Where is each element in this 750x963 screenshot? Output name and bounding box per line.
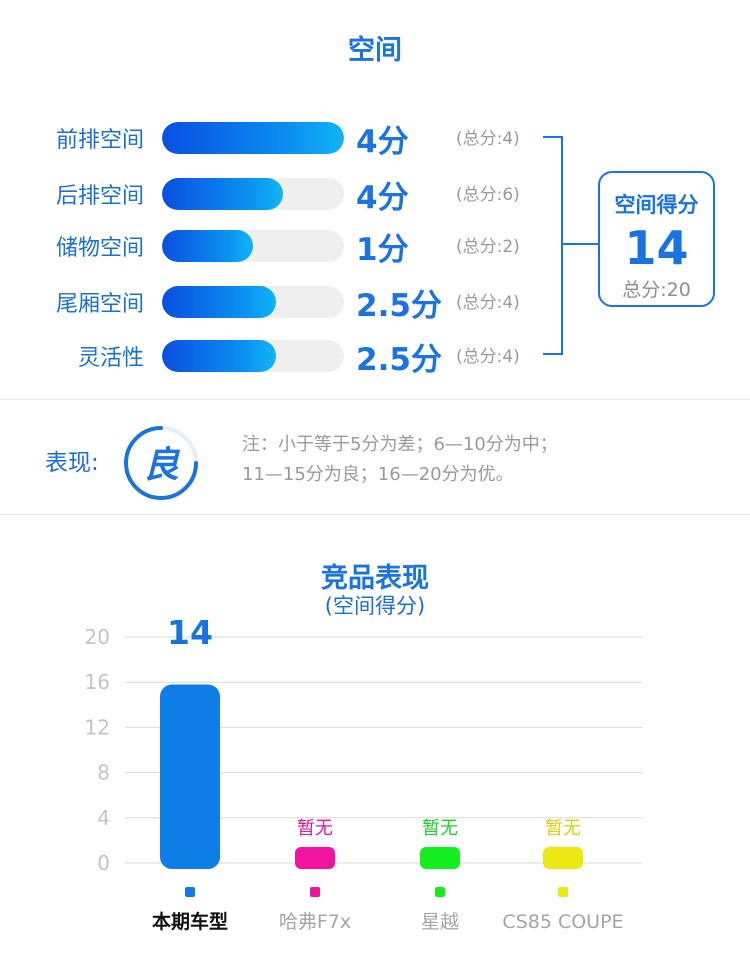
summary-total: 总分:20 xyxy=(622,279,691,301)
rating-note: 注：小于等于5分为差；6—10分为中； 11—15分为良；16—20分为优。 xyxy=(242,430,722,490)
score-total: (总分:4) xyxy=(456,129,520,149)
rating-ring-icon xyxy=(124,426,198,500)
score-bar-fill xyxy=(162,230,253,262)
y-tick-label: 4 xyxy=(97,806,110,830)
score-bar-fill xyxy=(162,122,344,154)
score-label: 灵活性 xyxy=(77,346,144,371)
score-total: (总分:6) xyxy=(456,185,520,205)
bar-value-label: 暂无 xyxy=(297,818,333,839)
y-tick-label: 0 xyxy=(97,851,110,875)
bar-value-label: 暂无 xyxy=(422,818,458,839)
score-label: 储物空间 xyxy=(55,236,144,261)
score-row: 灵活性 2.5分 (总分:4) xyxy=(0,334,560,378)
rating-grade: 良 xyxy=(142,445,179,486)
x-category-label: 本期车型 xyxy=(152,910,228,933)
y-tick-label: 16 xyxy=(85,670,110,694)
summary-score: 14 xyxy=(624,221,689,275)
y-tick-label: 20 xyxy=(85,625,110,649)
bracket-line xyxy=(543,136,563,355)
bracket-connector xyxy=(563,243,599,245)
summary-title: 空间得分 xyxy=(614,193,699,217)
bar xyxy=(160,684,220,869)
bar-value-label: 14 xyxy=(167,620,213,652)
legend-marker xyxy=(558,887,568,897)
performance-label: 表现: xyxy=(45,450,99,476)
legend-marker xyxy=(310,887,320,897)
score-value: 2.5分 xyxy=(356,342,442,378)
bar-placeholder xyxy=(543,847,583,869)
legend-marker xyxy=(185,887,195,897)
score-value: 1分 xyxy=(356,232,409,268)
score-total: (总分:4) xyxy=(456,293,520,313)
score-bar-track xyxy=(162,230,344,262)
score-row: 尾厢空间 2.5分 (总分:4) xyxy=(0,280,560,324)
score-value: 2.5分 xyxy=(356,288,442,324)
summary-box: 空间得分 14 总分:20 xyxy=(598,171,715,307)
section-title: 空间 xyxy=(348,35,402,66)
score-row: 储物空间 1分 (总分:2) xyxy=(0,224,560,268)
bar-placeholder xyxy=(420,847,460,869)
score-value: 4分 xyxy=(356,124,409,160)
score-bar-track xyxy=(162,122,344,154)
bar-value-label: 暂无 xyxy=(545,818,581,839)
x-category-label: 哈弗F7x xyxy=(279,911,351,933)
x-category-label: 星越 xyxy=(421,911,459,933)
chart-subtitle: (空间得分) xyxy=(324,594,426,618)
score-row: 前排空间 4分 (总分:4) xyxy=(0,116,560,160)
rating-note-line: 11—15分为良；16—20分为优。 xyxy=(242,464,514,485)
rating-note-line: 注：小于等于5分为差；6—10分为中； xyxy=(242,434,558,455)
y-tick-label: 8 xyxy=(97,761,110,785)
score-label: 后排空间 xyxy=(55,184,144,209)
score-bar-fill xyxy=(162,286,276,318)
score-bar-track xyxy=(162,286,344,318)
score-bar-track xyxy=(162,178,344,210)
score-label: 前排空间 xyxy=(55,128,144,153)
bar-placeholder xyxy=(295,847,335,869)
divider-bottom xyxy=(0,514,750,515)
score-label: 尾厢空间 xyxy=(55,292,144,317)
score-total: (总分:4) xyxy=(456,347,520,367)
chart-title: 竞品表现 xyxy=(321,563,429,594)
score-bar-fill xyxy=(162,178,284,210)
score-bar-track xyxy=(162,340,344,372)
score-value: 4分 xyxy=(356,180,409,216)
score-total: (总分:2) xyxy=(456,237,520,257)
legend-marker xyxy=(435,887,445,897)
score-bar-fill xyxy=(162,340,276,372)
y-tick-label: 12 xyxy=(85,715,110,739)
x-category-label: CS85 COUPE xyxy=(502,911,623,933)
divider-top xyxy=(0,399,750,400)
score-row: 后排空间 4分 (总分:6) xyxy=(0,172,560,216)
